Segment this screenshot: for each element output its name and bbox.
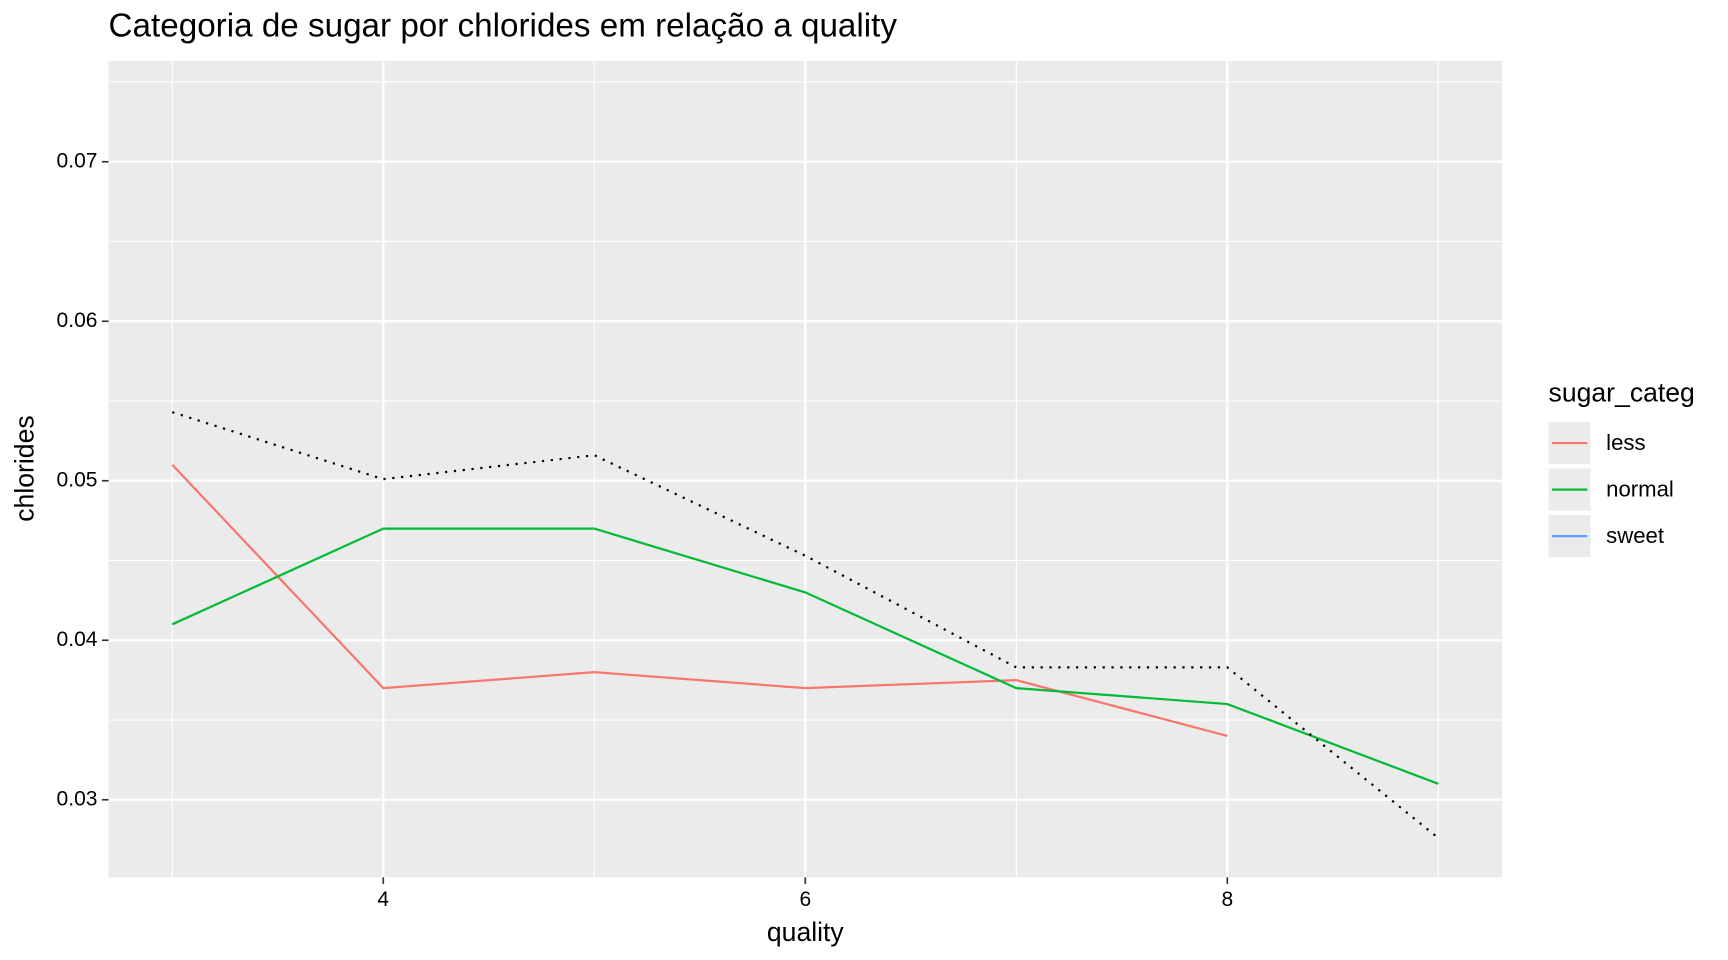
y-tick-label: 0.06 xyxy=(57,309,98,332)
y-tick-label: 0.05 xyxy=(57,468,98,491)
series-line xyxy=(171,464,1228,738)
legend-label: sweet xyxy=(1606,523,1664,548)
series-line xyxy=(171,527,1439,785)
legend-label: normal xyxy=(1606,477,1674,502)
y-axis-title: chlorides xyxy=(10,415,40,521)
x-tick-label: 6 xyxy=(799,888,811,911)
legend-label: less xyxy=(1606,430,1645,455)
chart-title: Categoria de sugar por chlorides em rela… xyxy=(109,7,898,44)
x-tick-label: 4 xyxy=(377,888,389,911)
x-tick-label: 8 xyxy=(1221,888,1233,911)
y-tick-label: 0.04 xyxy=(57,628,98,651)
y-tick-label: 0.03 xyxy=(57,787,98,810)
x-axis-title: quality xyxy=(767,917,845,947)
y-tick-label: 0.07 xyxy=(57,149,98,172)
legend-title: sugar_categ xyxy=(1549,377,1695,407)
series-line xyxy=(171,411,1439,839)
